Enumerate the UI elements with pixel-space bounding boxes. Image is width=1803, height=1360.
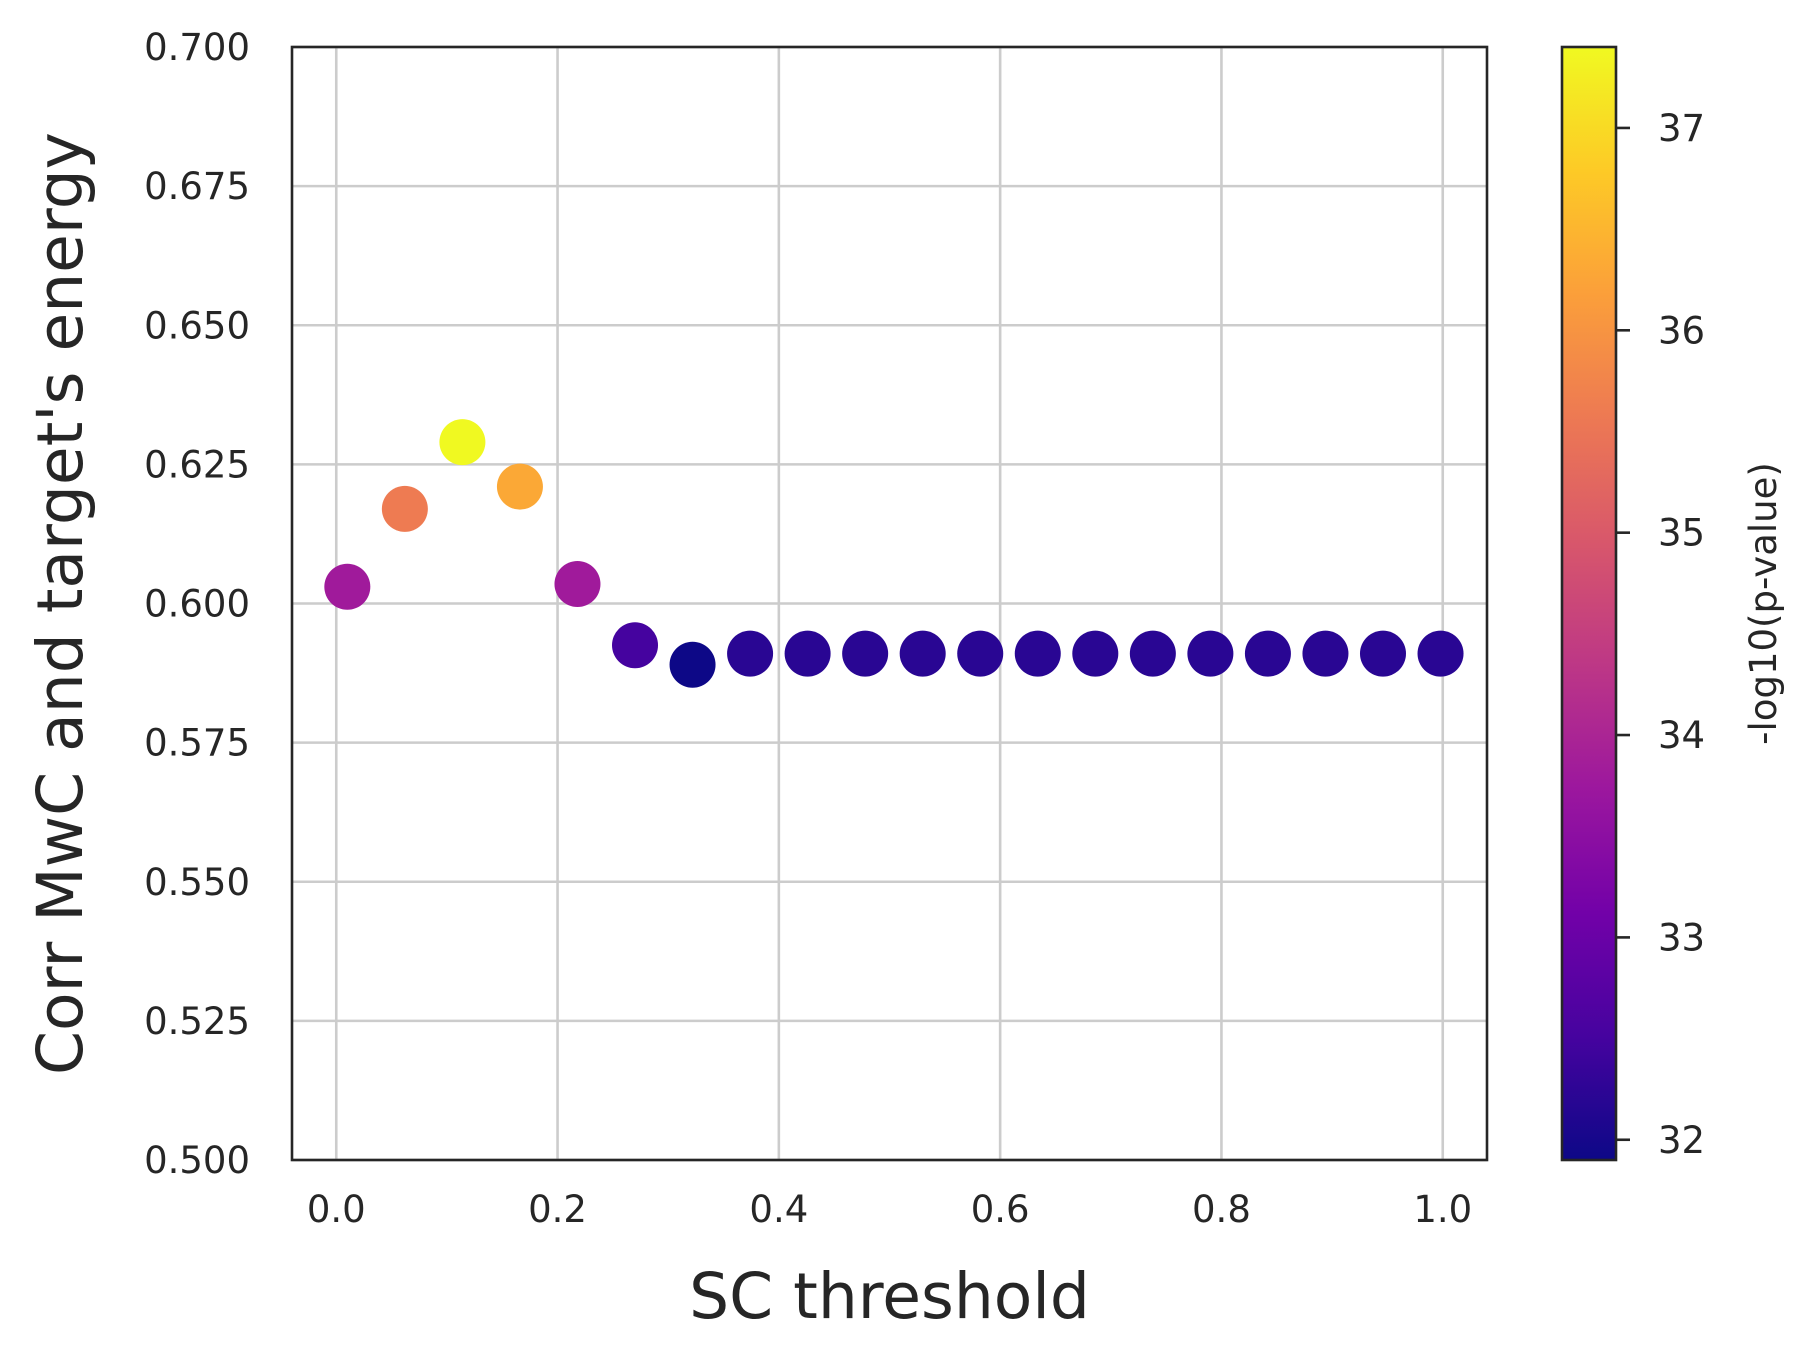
scatter-point <box>1244 630 1291 677</box>
scatter-point <box>1072 630 1119 677</box>
y-tick-label: 0.625 <box>144 443 250 486</box>
plot-frame <box>290 45 1489 1162</box>
x-tick-label: 0.2 <box>528 1188 587 1231</box>
colorbar-tick-label: 35 <box>1658 512 1705 555</box>
y-tick-label: 0.525 <box>144 1000 250 1043</box>
x-tick-label: 1.0 <box>1413 1188 1472 1231</box>
scatter-point <box>496 463 543 510</box>
y-tick-label: 0.675 <box>144 165 250 208</box>
x-tick-label: 0.8 <box>1192 1188 1251 1231</box>
scatter-point <box>1129 630 1176 677</box>
horizontal-gridlines <box>292 45 1487 1162</box>
scatter-point <box>957 630 1004 677</box>
scatter-point <box>324 563 371 610</box>
x-tick-label: 0.4 <box>749 1188 808 1231</box>
y-tick-label: 0.600 <box>144 583 250 626</box>
colorbar-gradient <box>1560 45 1618 1162</box>
colorbar-tick-label: 32 <box>1658 1119 1705 1162</box>
scatter-point <box>1014 630 1061 677</box>
colorbar-ticks: 32 33 34 35 36 37 <box>1616 107 1705 1162</box>
plot-area <box>290 45 1489 1162</box>
scatter-point <box>669 641 716 688</box>
scatter-point <box>899 630 946 677</box>
colorbar-tick-label: 36 <box>1658 309 1705 352</box>
scatter-point <box>1302 630 1349 677</box>
scatter-point <box>727 630 774 677</box>
scatter-point <box>842 630 889 677</box>
x-axis-tick-labels: 0.0 0.2 0.4 0.6 0.8 1.0 <box>307 1188 1472 1231</box>
y-axis-tick-labels: 0.500 0.525 0.550 0.575 0.600 0.625 0.650 0.675… <box>144 26 250 1182</box>
scatter-point <box>381 485 428 532</box>
x-tick-label: 0.0 <box>307 1188 366 1231</box>
scatter-point <box>784 630 831 677</box>
colorbar-title: -log10(p-value) <box>1742 462 1785 745</box>
scatter-point <box>554 561 601 608</box>
scatter-point <box>1187 630 1234 677</box>
scatter-points <box>324 419 1464 688</box>
y-tick-label: 0.550 <box>144 861 250 904</box>
colorbar-tick-label: 33 <box>1658 916 1705 959</box>
scatter-point <box>612 622 659 669</box>
x-axis-title: SC threshold <box>689 1260 1090 1333</box>
scatter-point <box>439 419 486 466</box>
scatter-point <box>1359 630 1406 677</box>
x-tick-label: 0.6 <box>971 1188 1030 1231</box>
colorbar-tick-label: 34 <box>1658 714 1705 757</box>
y-tick-label: 0.650 <box>144 304 250 347</box>
y-tick-label: 0.575 <box>144 722 250 765</box>
y-axis-title: Corr MwC and target's energy <box>24 132 97 1075</box>
y-tick-label: 0.500 <box>144 1139 250 1182</box>
y-tick-label: 0.700 <box>144 26 250 69</box>
scatter-point <box>1417 630 1464 677</box>
colorbar-tick-label: 37 <box>1658 107 1705 150</box>
colorbar: 32 33 34 35 36 37 -log10(p-value) <box>1560 45 1785 1162</box>
